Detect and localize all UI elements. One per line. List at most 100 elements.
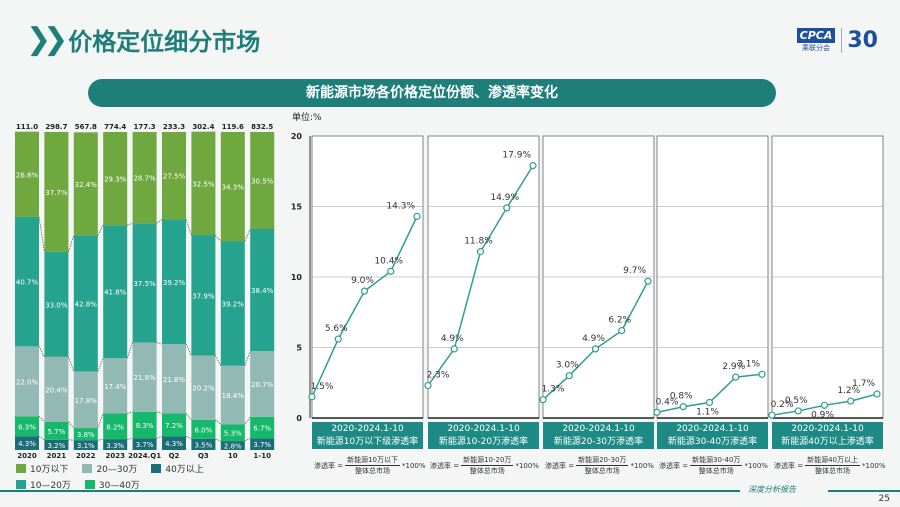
bar-total-label: 832.5 [251,123,273,131]
bar-data-label: 26.8% [16,171,39,179]
data-point [387,267,395,275]
bar-segment [103,358,128,414]
bar-data-label: 6.0% [195,426,213,434]
connector-line [38,216,45,252]
bar-segment [191,419,216,439]
bar-segment [44,356,69,422]
data-label: 11.8% [464,237,493,247]
y-tick-label: 20 [291,132,303,141]
formula-times: *100% [630,461,654,470]
logo-sub: 乘联分会 [802,44,830,52]
bar-segment [15,346,39,417]
legend-item: 30—40万 [84,478,140,491]
formula-fraction: 新能源30-40万 整体总市场 [690,455,743,476]
legend-label: 40万以上 [165,465,204,475]
logo-text: CPCA [796,28,836,43]
bar-data-label: 40.7% [16,279,39,287]
caption-title: 新能源40万以上渗透率 [781,437,874,447]
connector-line [156,342,163,345]
numerator: 新能源10-20万 [461,456,514,466]
panel-caption: 2020-2024.1-10 新能源40万以上渗透率 [772,422,883,449]
bar-data-label: 29.3% [104,176,127,184]
bar-segment [220,241,245,366]
data-point [308,393,316,401]
connector-line [185,343,192,356]
connector-line [185,436,192,440]
bar-segment [162,219,186,345]
caption-title: 新能源20-30万渗透率 [553,437,644,447]
bar-data-label: 20.2% [192,385,215,393]
bar-segment [15,131,39,217]
data-point [334,335,342,343]
bar-segment [103,225,128,359]
data-label: 2.9% [722,362,745,372]
data-point [450,345,458,353]
bar-data-label: 32.4% [75,181,98,189]
caption-title: 新能源10万以下级渗透率 [316,437,419,447]
data-label: 5.6% [325,324,348,334]
data-point [758,370,766,378]
legend-label: 20—30万 [96,465,138,475]
bar-data-label: 17.8% [75,397,98,405]
formula-label: 渗透率 = [314,461,344,470]
data-label: 14.9% [490,193,519,203]
bar-segment [162,413,186,437]
bar-segment [191,235,216,356]
data-label: 4.9% [441,334,464,344]
bar-segment [162,132,186,220]
connector-line [127,411,133,414]
formula-fraction: 新能源40万以上 整体总市场 [805,455,861,476]
penetration-formula: 渗透率 = 新能源10-20万 整体总市场 *100% [430,455,539,476]
data-point [618,326,626,335]
bar-segment [44,132,69,252]
data-point [820,401,829,409]
bar-data-label: 32.5% [192,180,215,188]
data-point [732,373,740,381]
y-tick-label: 5 [296,344,302,353]
penetration-formula: 渗透率 = 新能源20-30万 整体总市场 *100% [545,455,654,476]
bar-total-label: 177.3 [134,123,156,131]
numerator: 新能源20-30万 [576,456,629,466]
data-point [476,248,485,256]
category-label: 2023 [105,452,125,460]
formula-fraction: 新能源10万以下 整体总市场 [345,455,401,476]
panel-caption: 2020-2024.1-10 新能源10-20万渗透率 [428,422,539,449]
data-label: 0.9% [811,410,834,420]
caption-period: 2020-2024.1-10 [447,424,520,434]
connector-line [156,411,163,414]
connector-line [185,219,192,236]
bar-total-label: 111.0 [16,123,38,131]
data-point [413,212,421,220]
data-point [360,287,369,295]
bar-segment [162,344,186,414]
bar-data-label: 7.2% [165,422,183,430]
formula-times: *100% [515,461,539,470]
category-label: Q2 [169,452,180,460]
bar-total-label: 302.4 [192,123,214,131]
bar-segment [44,251,69,357]
category-label: 2022 [76,452,96,460]
bar-data-label: 4.3% [165,440,183,448]
page-title: ❯❯ 价格定位细分市场 [26,22,260,57]
panel-caption: 2020-2024.1-10 新能源20-30万渗透率 [543,422,654,449]
data-point [644,277,652,285]
bar-data-label: 22.0% [16,378,39,386]
bar-data-label: 42.8% [75,300,98,308]
bar-data-label: 6.3% [18,423,36,431]
bar-segment [44,421,69,440]
data-point [503,204,511,212]
category-label: 1-10 [253,452,271,460]
bar-segment [103,132,128,226]
bar-data-label: 20.7% [251,381,274,389]
bar-segment [73,235,98,372]
bar-data-label: 21.8% [163,376,186,384]
legend-label: 30—40万 [98,481,140,491]
formula-times: *100% [744,461,768,470]
report-label: 深度分析报告 [748,485,796,494]
bar-segment [250,416,275,439]
data-point [424,381,432,390]
penetration-formula: 渗透率 = 新能源40万以上 整体总市场 *100% [774,455,886,476]
data-label: 0.4% [656,397,679,407]
connector-line [156,436,163,439]
